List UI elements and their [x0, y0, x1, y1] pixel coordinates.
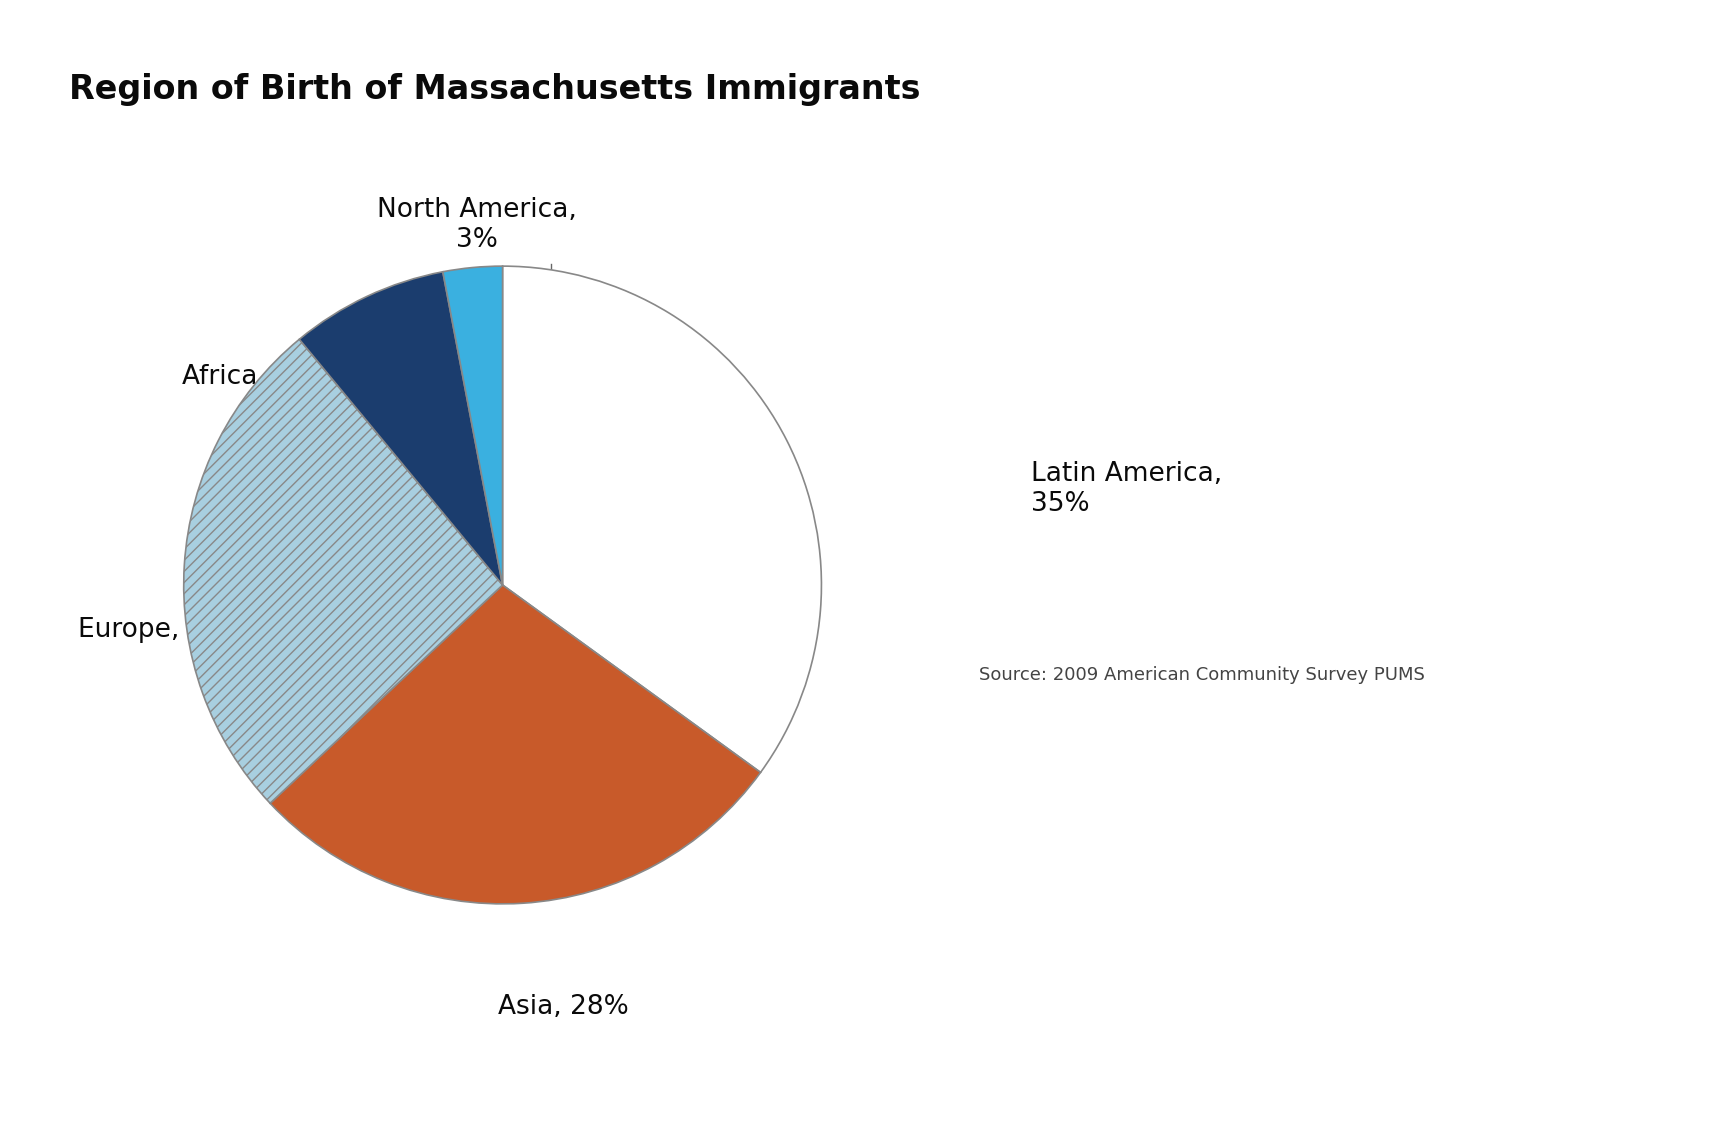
Text: Africa, 8%: Africa, 8% — [182, 363, 315, 390]
Text: Latin America,
35%: Latin America, 35% — [1031, 461, 1221, 518]
Wedge shape — [502, 267, 821, 773]
Wedge shape — [184, 340, 502, 803]
Text: Europe, 26%: Europe, 26% — [78, 616, 246, 643]
Text: Asia, 28%: Asia, 28% — [497, 993, 629, 1020]
Text: Source: 2009 American Community Survey PUMS: Source: 2009 American Community Survey P… — [979, 666, 1424, 684]
Wedge shape — [300, 272, 502, 585]
Wedge shape — [270, 585, 760, 903]
Text: North America,
3%: North America, 3% — [376, 197, 577, 253]
Wedge shape — [443, 267, 502, 585]
Text: Region of Birth of Massachusetts Immigrants: Region of Birth of Massachusetts Immigra… — [69, 73, 920, 106]
